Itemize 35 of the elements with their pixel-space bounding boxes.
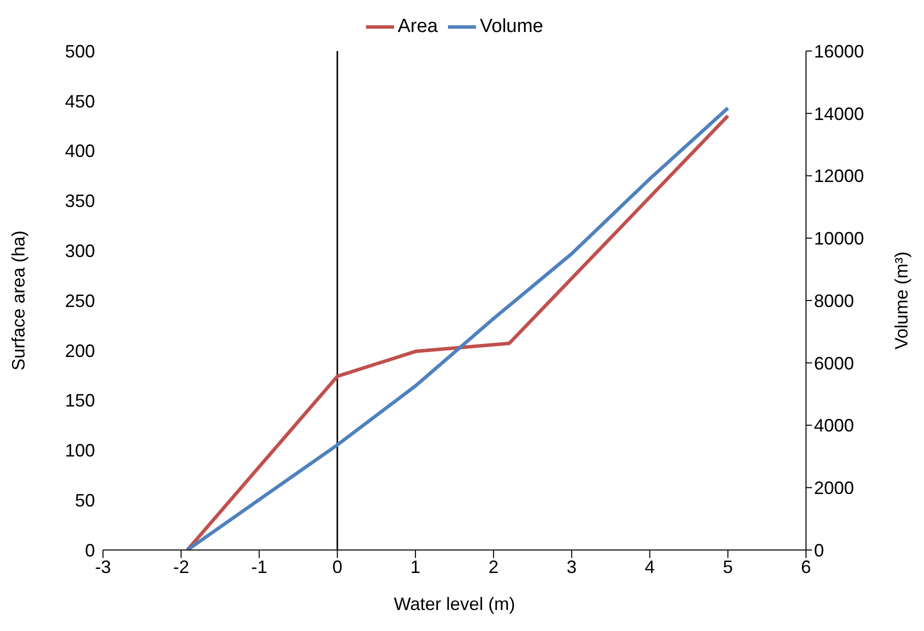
x-tick-label: 6 xyxy=(800,556,812,577)
x-tick-label: 3 xyxy=(566,556,577,577)
x-tick-label: -3 xyxy=(94,556,112,577)
x-tick-label: 2 xyxy=(488,556,499,577)
y2-tick-label: 6000 xyxy=(814,353,854,374)
x-tick-label: 5 xyxy=(722,556,733,577)
y2-tick-label: 8000 xyxy=(814,290,854,311)
y-tick-label: 50 xyxy=(74,490,95,510)
y-tick-label: 300 xyxy=(64,240,95,261)
y2-tick-label: 10000 xyxy=(814,228,864,249)
x-tick-label: 1 xyxy=(410,556,420,577)
y2-tick-label: 12000 xyxy=(814,166,864,186)
x-tick-label: -2 xyxy=(173,556,190,577)
x-axis-title: Water level (m) xyxy=(394,594,516,614)
y-tick-label: 0 xyxy=(84,540,95,560)
legend-label: Volume xyxy=(480,16,544,38)
x-tick-label: -1 xyxy=(251,556,268,577)
y-tick-label: 100 xyxy=(64,440,95,461)
y2-tick-label: 4000 xyxy=(814,416,854,436)
y2-tick-label: 2000 xyxy=(814,478,854,498)
y2-axis-title: Volume (m³) xyxy=(891,251,912,350)
y-tick-label: 450 xyxy=(64,91,95,112)
y-axis-title: Surface area (ha) xyxy=(8,230,28,371)
y2-tick-label: 16000 xyxy=(814,41,864,62)
y2-tick-label: 0 xyxy=(814,540,824,560)
legend-label: Area xyxy=(398,16,438,38)
y-tick-label: 400 xyxy=(64,141,95,162)
y-tick-label: 250 xyxy=(64,290,95,311)
y-tick-label: 150 xyxy=(64,390,95,411)
y2-tick-label: 14000 xyxy=(814,104,864,124)
y-tick-label: 500 xyxy=(64,41,95,62)
y-tick-label: 350 xyxy=(64,191,95,212)
x-tick-label: 4 xyxy=(644,556,655,577)
x-tick-label: 0 xyxy=(332,556,342,577)
y-tick-label: 200 xyxy=(64,340,95,361)
